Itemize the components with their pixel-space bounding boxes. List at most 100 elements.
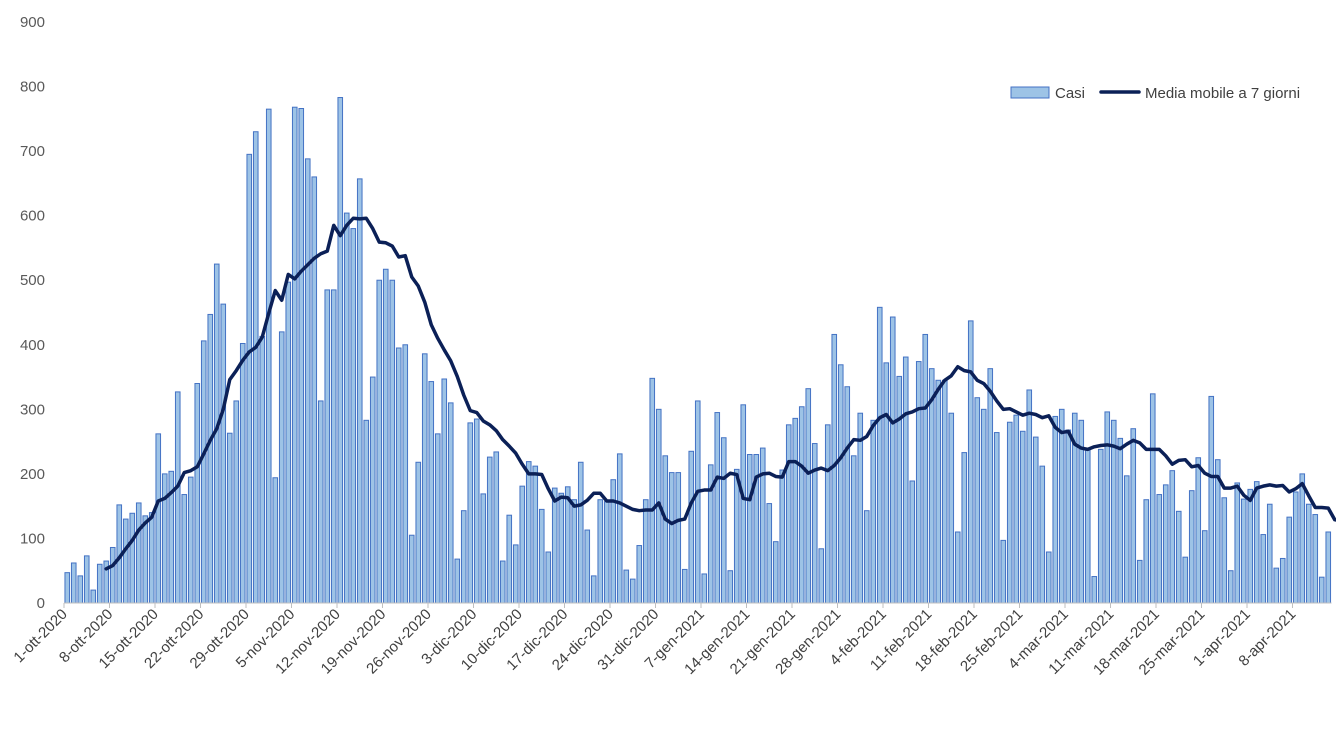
bar [1221, 497, 1228, 604]
bar [369, 376, 376, 604]
bar [954, 531, 961, 604]
bar [480, 493, 487, 604]
bar [532, 465, 539, 604]
bar [785, 424, 792, 604]
moving-average-line [104, 216, 1336, 571]
bar [447, 402, 454, 604]
y-tick-label: 700 [20, 143, 45, 160]
bar [1266, 503, 1273, 604]
bar [181, 494, 188, 604]
bar [1130, 428, 1137, 604]
bar [1006, 421, 1013, 604]
bar [428, 381, 435, 604]
bar [629, 578, 636, 604]
bar [1279, 557, 1286, 604]
bar [382, 268, 389, 604]
bar [415, 461, 422, 604]
bar [675, 472, 682, 604]
bar [278, 331, 285, 604]
bar [363, 419, 370, 604]
bar [1136, 559, 1143, 604]
y-tick-label: 500 [20, 272, 45, 289]
bar [987, 368, 994, 604]
bar [239, 342, 246, 604]
bar [493, 451, 500, 604]
bar [1000, 539, 1007, 604]
bar [766, 503, 773, 604]
bar [376, 279, 383, 604]
bar [1045, 551, 1052, 604]
bar [337, 97, 344, 604]
bar [1026, 389, 1033, 604]
bar [694, 400, 701, 604]
bar [174, 391, 181, 604]
bar [194, 383, 201, 604]
bar [434, 433, 441, 604]
bar [129, 512, 136, 604]
bar [1175, 510, 1182, 604]
bar [291, 106, 298, 604]
bar [259, 335, 266, 604]
y-axis-ticks: 0 100 200 300 400 500 600 700 800 900 [20, 14, 45, 612]
bar [740, 404, 747, 604]
bar [961, 452, 968, 604]
bar [252, 131, 259, 604]
bar [473, 418, 480, 604]
bar [343, 212, 350, 604]
legend-casi-swatch [1010, 86, 1050, 99]
bar [811, 443, 818, 604]
bar [935, 379, 942, 604]
bar [324, 289, 331, 604]
bar [1305, 503, 1312, 604]
bar [824, 424, 831, 604]
bar [714, 412, 721, 604]
legend: Casi Media mobile a 7 giorni [1010, 85, 1300, 102]
bar [1253, 481, 1260, 604]
bar [941, 379, 948, 604]
bar [161, 473, 168, 604]
bar [727, 570, 734, 604]
bar [909, 480, 916, 604]
bar [1169, 470, 1176, 604]
bar [330, 289, 337, 604]
bar [662, 455, 669, 604]
bar [109, 546, 116, 604]
bar [889, 316, 896, 604]
bar [844, 386, 851, 604]
bar [1091, 576, 1098, 604]
bar [922, 333, 929, 604]
bar [1292, 491, 1299, 604]
bar [272, 477, 279, 604]
bar [688, 450, 695, 604]
bar [1318, 576, 1325, 604]
bar [623, 569, 630, 604]
bar [837, 364, 844, 604]
bar [545, 551, 552, 604]
bar [187, 476, 194, 604]
bar [967, 320, 974, 604]
bar [389, 279, 396, 604]
bar [1104, 411, 1111, 604]
bar [90, 589, 97, 604]
bar [597, 499, 604, 604]
bar [356, 178, 363, 604]
bar [584, 529, 591, 604]
bar [525, 461, 532, 604]
bar [1188, 490, 1195, 604]
bar [1097, 448, 1104, 604]
bar [1201, 530, 1208, 604]
bar [1065, 429, 1072, 604]
y-tick-label: 200 [20, 466, 45, 483]
bar [948, 412, 955, 604]
bar [759, 447, 766, 604]
bar [876, 306, 883, 604]
bar [538, 508, 545, 604]
bar [1156, 494, 1163, 604]
bar [350, 228, 357, 604]
bar [1123, 475, 1130, 604]
bar [1117, 437, 1124, 604]
bar [701, 573, 708, 604]
bar [980, 408, 987, 604]
bar [1299, 473, 1306, 604]
